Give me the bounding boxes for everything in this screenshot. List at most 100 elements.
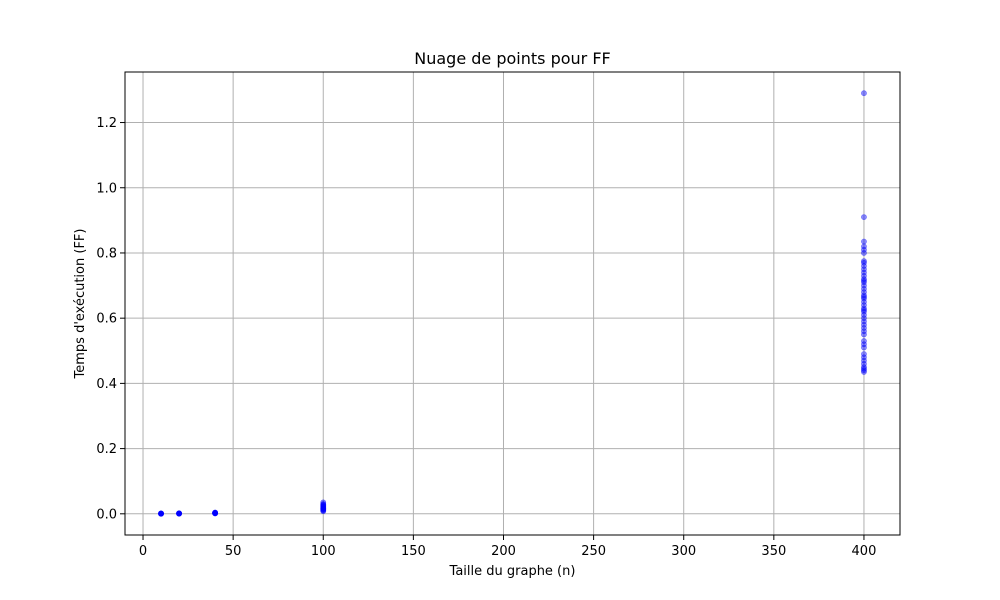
data-point xyxy=(861,246,867,253)
data-point xyxy=(320,508,327,515)
data-point xyxy=(861,360,867,367)
data-point xyxy=(861,308,867,315)
data-point xyxy=(861,295,867,302)
data-point xyxy=(861,214,867,220)
data-point xyxy=(176,510,182,517)
data-point xyxy=(861,269,867,276)
data-point xyxy=(861,367,867,374)
data-point xyxy=(320,503,327,509)
data-point xyxy=(320,507,327,514)
data-point xyxy=(212,510,219,516)
data-point xyxy=(320,502,327,509)
data-point xyxy=(861,328,867,335)
data-point xyxy=(861,338,867,344)
data-point xyxy=(861,302,867,309)
data-point xyxy=(212,509,219,516)
y-tick-label: 1.2 xyxy=(96,116,117,131)
data-point xyxy=(320,504,327,511)
data-point xyxy=(212,509,219,516)
data-point xyxy=(861,369,867,375)
y-tick-label: 1.0 xyxy=(96,181,117,196)
data-point xyxy=(861,365,867,372)
data-point xyxy=(320,506,327,512)
data-point xyxy=(861,298,867,305)
data-point xyxy=(320,501,327,507)
data-point xyxy=(861,354,867,361)
x-tick-label: 50 xyxy=(225,544,242,559)
y-tick-label: 0.4 xyxy=(96,377,117,392)
x-tick-label: 400 xyxy=(852,544,877,559)
data-point xyxy=(861,263,867,269)
data-point xyxy=(861,364,867,370)
data-point xyxy=(158,510,164,517)
data-point xyxy=(212,510,219,516)
data-point xyxy=(861,307,867,313)
data-point xyxy=(320,505,327,511)
y-tick-label: 0.8 xyxy=(96,246,117,261)
data-point xyxy=(176,510,182,517)
x-tick-label: 200 xyxy=(491,544,516,559)
data-point xyxy=(861,292,867,299)
data-point xyxy=(158,510,164,517)
data-point xyxy=(861,279,867,286)
data-point xyxy=(861,277,867,284)
data-point xyxy=(861,250,867,256)
x-axis-ticks: 0 50 100 150 200 250 300 350 400 xyxy=(139,535,876,559)
x-tick-label: 0 xyxy=(139,544,147,559)
chart-title: Nuage de points pour FF xyxy=(414,49,610,68)
data-point xyxy=(861,318,867,325)
data-point xyxy=(158,510,164,517)
data-point xyxy=(158,510,164,517)
data-point xyxy=(861,315,867,322)
x-tick-label: 250 xyxy=(581,544,606,559)
data-point xyxy=(861,294,867,300)
data-point xyxy=(158,510,164,517)
data-point xyxy=(861,357,867,364)
plot-frame xyxy=(124,71,901,536)
data-point xyxy=(861,272,867,279)
data-point xyxy=(158,510,164,517)
data-point xyxy=(158,510,164,517)
data-point xyxy=(158,510,164,517)
data-point xyxy=(861,243,867,250)
data-point xyxy=(861,238,867,245)
data-point xyxy=(861,276,867,282)
x-tick-label: 150 xyxy=(401,544,426,559)
data-point xyxy=(861,285,867,292)
data-point xyxy=(176,510,182,517)
data-point xyxy=(176,510,182,517)
data-point xyxy=(861,258,867,265)
data-point xyxy=(861,341,867,348)
data-point xyxy=(861,321,867,328)
data-point xyxy=(320,505,327,512)
data-point xyxy=(212,510,219,517)
data-point xyxy=(861,282,867,289)
data-point xyxy=(176,510,182,517)
y-tick-label: 0.0 xyxy=(96,507,117,522)
x-tick-label: 300 xyxy=(671,544,696,559)
data-point xyxy=(320,503,327,510)
data-point xyxy=(861,305,867,312)
x-tick-label: 350 xyxy=(761,544,786,559)
data-point xyxy=(861,331,867,338)
data-point xyxy=(320,506,327,513)
data-point xyxy=(861,266,867,273)
data-points xyxy=(158,90,867,517)
y-axis-ticks: 0.0 0.2 0.4 0.6 0.8 1.0 1.2 xyxy=(96,116,125,522)
data-point xyxy=(176,510,182,517)
data-point xyxy=(861,344,867,351)
data-point xyxy=(861,90,867,97)
y-tick-label: 0.6 xyxy=(96,312,117,327)
data-point xyxy=(212,509,219,516)
plot-area xyxy=(125,72,900,535)
data-point xyxy=(861,289,867,295)
data-point xyxy=(212,510,219,517)
data-point xyxy=(176,510,182,517)
data-point xyxy=(212,510,219,517)
data-point xyxy=(320,499,327,506)
data-point xyxy=(320,501,327,508)
x-axis-title: Taille du graphe (n) xyxy=(449,564,576,579)
data-point xyxy=(861,351,867,357)
data-point xyxy=(861,312,867,318)
